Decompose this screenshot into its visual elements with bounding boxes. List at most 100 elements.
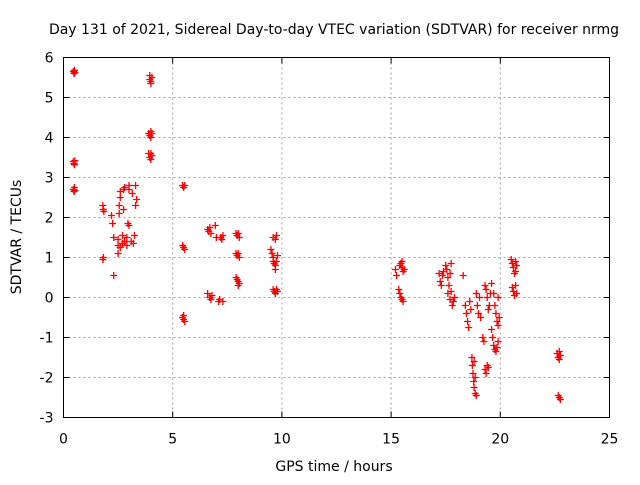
data-point <box>450 294 458 301</box>
data-point <box>219 298 227 305</box>
y-tick-label: 6 <box>45 51 54 67</box>
data-point <box>512 282 520 289</box>
data-point <box>438 272 446 279</box>
data-point <box>555 348 563 355</box>
data-point <box>468 362 476 369</box>
data-point <box>447 260 455 267</box>
data-point <box>272 258 280 265</box>
data-point <box>400 266 408 273</box>
data-point <box>147 150 155 157</box>
data-point <box>110 272 118 279</box>
data-point <box>71 186 79 194</box>
x-tick-label: 25 <box>601 432 619 448</box>
data-point <box>271 266 279 273</box>
data-point <box>395 286 403 293</box>
data-point <box>494 338 502 345</box>
data-point <box>121 238 129 245</box>
y-tick-label: 5 <box>45 91 54 107</box>
data-point <box>442 262 450 269</box>
data-point <box>494 322 502 329</box>
data-point <box>123 234 131 241</box>
data-point <box>208 292 216 299</box>
data-point <box>468 354 476 361</box>
data-point <box>466 298 474 305</box>
data-point <box>181 182 189 189</box>
data-point <box>116 194 124 201</box>
data-point <box>512 258 520 265</box>
data-point <box>109 220 117 227</box>
data-point <box>482 370 490 377</box>
data-point <box>234 282 242 289</box>
data-point <box>211 222 219 229</box>
data-point <box>437 282 445 289</box>
y-tick-label: 0 <box>45 291 54 307</box>
y-tick-label: -2 <box>40 371 54 387</box>
data-point <box>181 318 189 325</box>
data-point <box>147 80 155 87</box>
data-point <box>448 302 456 309</box>
data-point <box>71 157 79 165</box>
data-point <box>132 182 140 189</box>
data-point <box>148 130 156 137</box>
data-point <box>108 212 116 219</box>
data-point <box>489 334 497 341</box>
data-point <box>472 290 480 297</box>
data-point <box>491 302 499 309</box>
data-point <box>446 270 454 277</box>
data-point <box>461 302 469 309</box>
data-point <box>493 344 501 351</box>
data-point <box>492 310 500 317</box>
data-point <box>115 202 123 209</box>
data-point <box>133 196 141 203</box>
data-point <box>443 266 451 273</box>
data-point <box>556 396 564 403</box>
data-point <box>484 364 492 371</box>
y-tick-label: -1 <box>40 331 54 347</box>
data-point <box>492 348 500 355</box>
data-point <box>99 254 107 261</box>
data-point <box>267 246 275 253</box>
data-point <box>493 318 501 325</box>
data-point <box>207 296 215 303</box>
data-point <box>513 290 521 297</box>
data-point <box>471 374 479 381</box>
x-tick-label: 10 <box>273 432 291 448</box>
x-axis-label: GPS time / hours <box>275 459 392 475</box>
data-point <box>234 230 242 237</box>
data-point <box>488 280 496 287</box>
data-point <box>474 310 482 317</box>
data-point <box>125 222 133 229</box>
data-point <box>235 234 243 241</box>
data-point <box>219 232 227 239</box>
data-point <box>480 338 488 345</box>
data-point <box>470 378 478 385</box>
data-point <box>473 302 481 309</box>
grid-layer <box>63 57 610 418</box>
data-point <box>147 134 155 141</box>
data-point <box>398 258 406 265</box>
data-point <box>459 272 467 279</box>
tick-layer: 0 5 10 15 20 25 -3 -2 -1 0 1 2 3 4 5 6 <box>40 51 619 448</box>
data-point <box>71 69 79 77</box>
data-point <box>128 190 136 197</box>
x-tick-label: 5 <box>168 432 177 448</box>
data-point <box>271 236 279 243</box>
data-point <box>115 210 123 217</box>
data-point <box>513 262 521 269</box>
data-point <box>477 314 485 321</box>
data-point <box>507 256 515 263</box>
y-tick-label: 1 <box>45 251 54 267</box>
x-tick-label: 20 <box>491 432 509 448</box>
y-tick-label: 3 <box>45 171 54 187</box>
data-point <box>272 232 280 239</box>
points-layer <box>69 66 564 403</box>
data-point <box>218 236 226 243</box>
x-tick-label: 0 <box>59 432 68 448</box>
data-point <box>447 288 455 295</box>
data-point <box>512 268 520 275</box>
data-point <box>393 272 401 279</box>
data-point <box>396 290 404 297</box>
data-point <box>444 274 452 281</box>
